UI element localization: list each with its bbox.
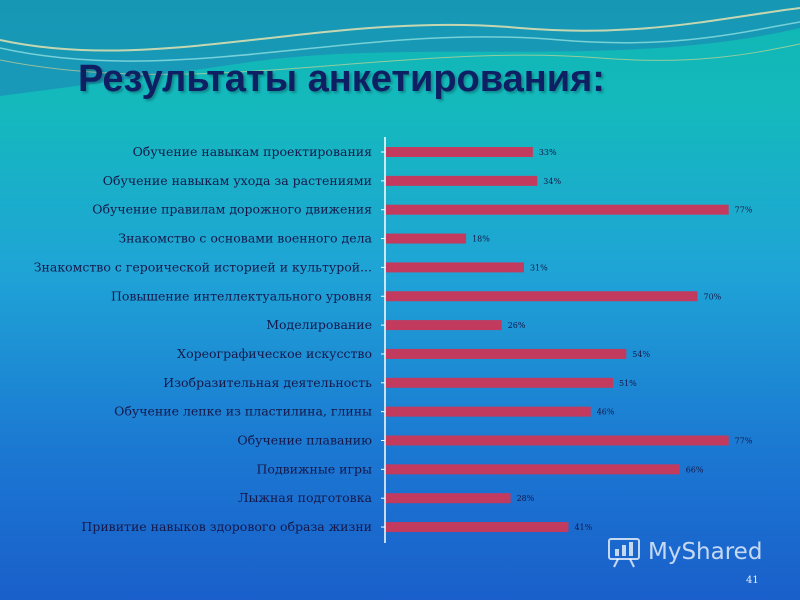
category-label: Лыжная подготовка <box>238 490 372 505</box>
page-number: 41 <box>746 575 759 586</box>
bar <box>386 320 502 331</box>
category-label: Обучение навыкам ухода за растениями <box>103 173 372 188</box>
data-label: 77% <box>735 437 753 446</box>
data-label: 41% <box>574 523 592 532</box>
category-label: Подвижные игры <box>257 461 373 476</box>
data-label: 34% <box>543 177 561 186</box>
bar <box>386 435 729 446</box>
category-label: Привитие навыков здорового образа жизни <box>81 519 372 534</box>
category-label: Обучение правилам дорожного движения <box>92 202 372 217</box>
category-label: Знакомство с героической историей и куль… <box>34 259 372 274</box>
data-label: 51% <box>619 379 637 388</box>
watermark: MyShared <box>606 534 762 570</box>
bar <box>386 464 680 475</box>
category-label: Обучение навыкам проектирования <box>133 144 373 159</box>
bar <box>386 406 591 417</box>
category-label: Обучение лепке из пластилина, глины <box>114 404 372 419</box>
chart-content: Обучение навыкам проектирования 33% Обучен… <box>34 137 753 543</box>
decorative-wave-background <box>0 0 800 96</box>
category-label: Моделирование <box>266 317 372 332</box>
bar <box>386 493 511 504</box>
bar <box>386 262 524 273</box>
category-label: Хореографическое искусство <box>177 346 372 361</box>
watermark-text: MyShared <box>648 539 763 565</box>
data-label: 70% <box>704 292 722 301</box>
category-label: Повышение интеллектуального уровня <box>111 288 372 303</box>
data-label: 66% <box>686 465 704 474</box>
data-label: 33% <box>539 148 557 157</box>
bar <box>386 348 627 359</box>
bar <box>386 522 569 533</box>
bar <box>386 233 467 244</box>
category-label: Знакомство с основами военного дела <box>118 231 372 246</box>
page-title: Результаты анкетирования: <box>78 58 605 100</box>
data-label: 46% <box>597 408 615 417</box>
data-label: 26% <box>508 321 526 330</box>
category-label: Изобразительная деятельность <box>163 375 372 390</box>
bar <box>386 204 729 215</box>
bar <box>386 377 613 388</box>
data-label: 18% <box>472 235 490 244</box>
data-label: 31% <box>530 263 548 272</box>
category-label: Обучение плаванию <box>237 433 372 448</box>
bar <box>386 175 538 186</box>
presentation-board-icon <box>608 538 640 568</box>
data-label: 28% <box>517 494 535 503</box>
data-label: 54% <box>632 350 650 359</box>
bar <box>386 291 698 302</box>
data-label: 77% <box>735 206 753 215</box>
bar <box>386 147 533 157</box>
